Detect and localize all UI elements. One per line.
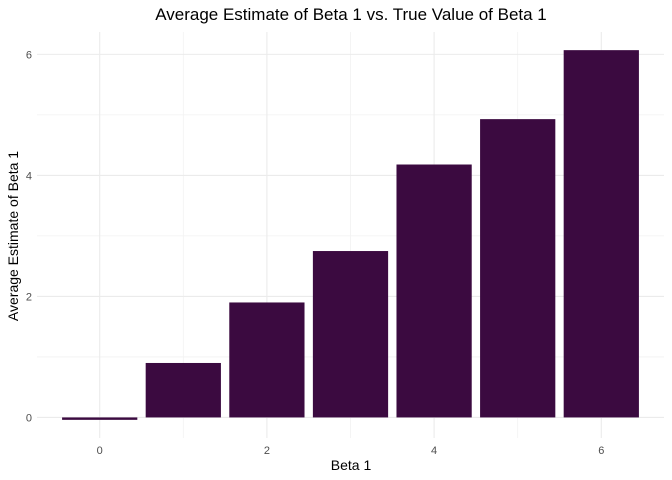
x-tick-label: 6 xyxy=(598,445,604,457)
y-tick-label: 4 xyxy=(26,170,32,182)
y-tick-label: 6 xyxy=(26,49,32,61)
y-axis-label: Average Estimate of Beta 1 xyxy=(5,151,21,321)
x-tick-label: 4 xyxy=(431,445,437,457)
bar xyxy=(312,251,389,418)
bar xyxy=(396,164,472,418)
y-tick-label: 2 xyxy=(26,291,32,303)
bar xyxy=(480,119,556,418)
y-tick-label: 0 xyxy=(26,412,32,424)
bar xyxy=(563,50,639,418)
chart-title: Average Estimate of Beta 1 vs. True Valu… xyxy=(155,5,547,24)
x-tick-label: 0 xyxy=(97,445,103,457)
bar xyxy=(145,362,221,418)
x-tick-label: 2 xyxy=(264,445,270,457)
bar xyxy=(229,302,305,418)
bars xyxy=(62,50,639,420)
x-axis-label: Beta 1 xyxy=(331,457,372,473)
tick-labels: 0 2 4 6 0 2 4 6 xyxy=(26,49,604,457)
bar xyxy=(62,417,138,420)
